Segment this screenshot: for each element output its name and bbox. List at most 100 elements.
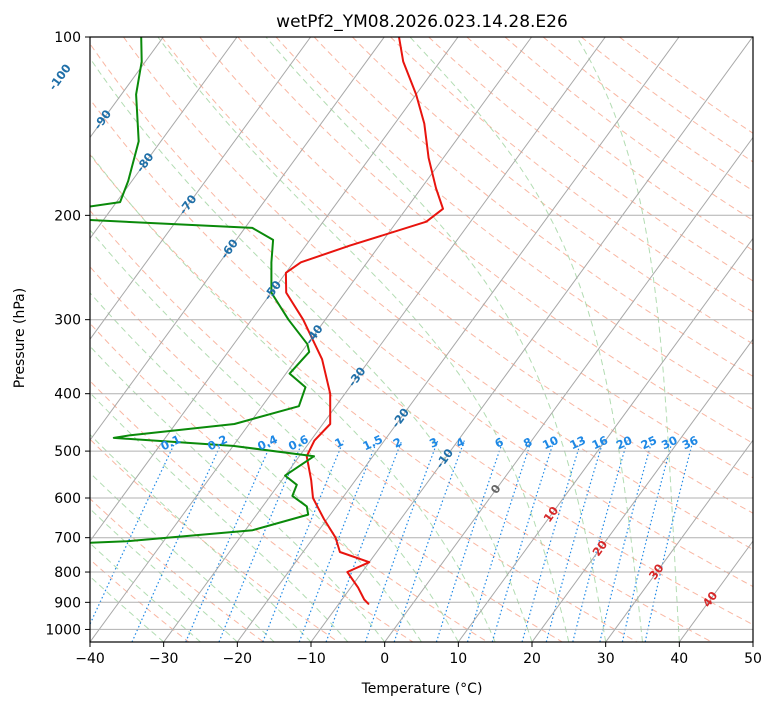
x-tick-label: −10	[296, 651, 326, 667]
y-tick-label: 200	[54, 208, 81, 224]
dry-adiabat	[90, 265, 563, 642]
mixing-ratio-label: 3	[427, 435, 440, 451]
y-tick-label: 500	[54, 444, 81, 460]
mixing-ratio-label: 36	[680, 433, 700, 452]
isotherm-label: -50	[261, 278, 285, 303]
dry-adiabat	[428, 37, 753, 282]
dry-adiabat	[275, 37, 753, 411]
mixing-ratio-line	[131, 440, 224, 642]
mixing-ratio-line	[218, 440, 304, 642]
moist-adiabat	[265, 37, 607, 642]
isotherm-label: -70	[176, 192, 200, 217]
dry-adiabat	[90, 498, 264, 642]
moist-adiabat	[90, 57, 533, 642]
mixing-ratio-label: 30	[659, 433, 679, 452]
mixing-ratio-label: 10	[540, 433, 560, 452]
y-tick-label: 600	[54, 491, 81, 507]
isotherm-line	[90, 37, 385, 442]
isotherm-label: 30	[646, 561, 667, 582]
mixing-ratio-line	[621, 440, 673, 642]
mixing-ratio-line	[393, 440, 465, 642]
plot-area	[90, 37, 753, 642]
isotherm-label: 0	[488, 482, 504, 497]
y-tick-label: 800	[54, 565, 81, 581]
dry-adiabat	[390, 37, 753, 313]
moist-adiabat	[90, 575, 165, 642]
x-tick-label: 0	[380, 651, 389, 667]
mixing-ratio-line	[599, 440, 653, 642]
mixing-ratio-label: 1.5	[360, 432, 384, 453]
dewpoint-profile-line	[90, 37, 315, 544]
dry-adiabat	[542, 37, 753, 192]
dry-adiabat	[313, 37, 753, 377]
isotherm-label: -10	[433, 446, 457, 471]
moist-adiabat	[90, 292, 422, 642]
isotherm-line	[678, 540, 753, 642]
dry-adiabat	[237, 37, 753, 444]
mixing-ratio-line	[466, 440, 532, 642]
isotherm-label: -100	[46, 61, 74, 93]
mixing-ratio-line	[262, 440, 345, 642]
dry-adiabat	[619, 37, 753, 134]
mixing-ratio-line	[364, 440, 439, 642]
dry-adiabat	[352, 37, 753, 345]
mixing-ratio-label: 0.2	[205, 432, 229, 453]
moist-adiabat	[90, 229, 459, 642]
dry-adiabat	[90, 98, 753, 626]
mixing-ratio-line	[572, 440, 628, 642]
x-tick-label: 50	[744, 651, 762, 667]
isotherm-line	[457, 237, 753, 642]
isotherm-line	[90, 37, 533, 642]
temperature-profile-line	[284, 37, 444, 605]
x-tick-label: 40	[670, 651, 688, 667]
dry-adiabat	[123, 37, 753, 551]
y-tick-label: 100	[54, 30, 81, 46]
y-tick-label: 900	[54, 595, 81, 611]
isotherm-label: -90	[91, 107, 115, 132]
mixing-ratio-line	[491, 440, 555, 642]
moist-adiabat	[409, 37, 643, 642]
mixing-ratio-line	[325, 440, 403, 642]
mixing-ratio-label: 4	[454, 435, 467, 451]
dry-adiabat	[466, 37, 753, 251]
isotherm-line	[90, 37, 459, 542]
isotherm-line	[752, 641, 753, 642]
x-tick-label: 30	[597, 651, 615, 667]
mixing-ratio-line	[185, 440, 273, 642]
mixing-ratio-label: 1	[332, 435, 345, 451]
isotherm-line	[90, 37, 312, 341]
moist-adiabat	[90, 392, 349, 642]
dry-adiabat	[90, 438, 339, 642]
mixing-ratio-line	[545, 440, 604, 642]
moist-adiabat	[90, 472, 275, 642]
chart-title: wetPf2_YM08.2026.023.14.28.E26	[276, 12, 568, 32]
x-tick-label: −40	[75, 651, 105, 667]
moist-adiabat	[90, 508, 238, 642]
mixing-ratio-line	[435, 440, 504, 642]
y-tick-label: 300	[54, 313, 81, 329]
x-tick-label: −30	[149, 651, 179, 667]
dry-adiabat	[90, 322, 488, 642]
moist-adiabat	[90, 433, 312, 642]
mixing-ratio-label: 25	[639, 433, 659, 452]
dry-adiabat	[161, 37, 753, 514]
isotherm-label: -60	[217, 236, 241, 261]
mixing-ratio-label: 20	[614, 433, 634, 452]
mixing-ratio-label: 16	[590, 433, 610, 452]
mixing-ratio-label: 8	[521, 435, 534, 451]
moist-adiabat	[576, 37, 680, 642]
moist-adiabat	[157, 37, 570, 642]
x-tick-label: 20	[523, 651, 541, 667]
mixing-ratio-label: 2	[391, 435, 404, 451]
isotherm-line	[163, 37, 606, 642]
isotherm-label: 40	[700, 589, 721, 610]
y-tick-label: 1000	[45, 622, 81, 638]
dry-adiabat	[199, 37, 753, 479]
moist-adiabat	[90, 153, 496, 642]
isotherm-line	[531, 338, 753, 642]
x-tick-label: 10	[449, 651, 467, 667]
mixing-ratio-label: 13	[567, 433, 587, 452]
moist-adiabat	[90, 542, 201, 642]
